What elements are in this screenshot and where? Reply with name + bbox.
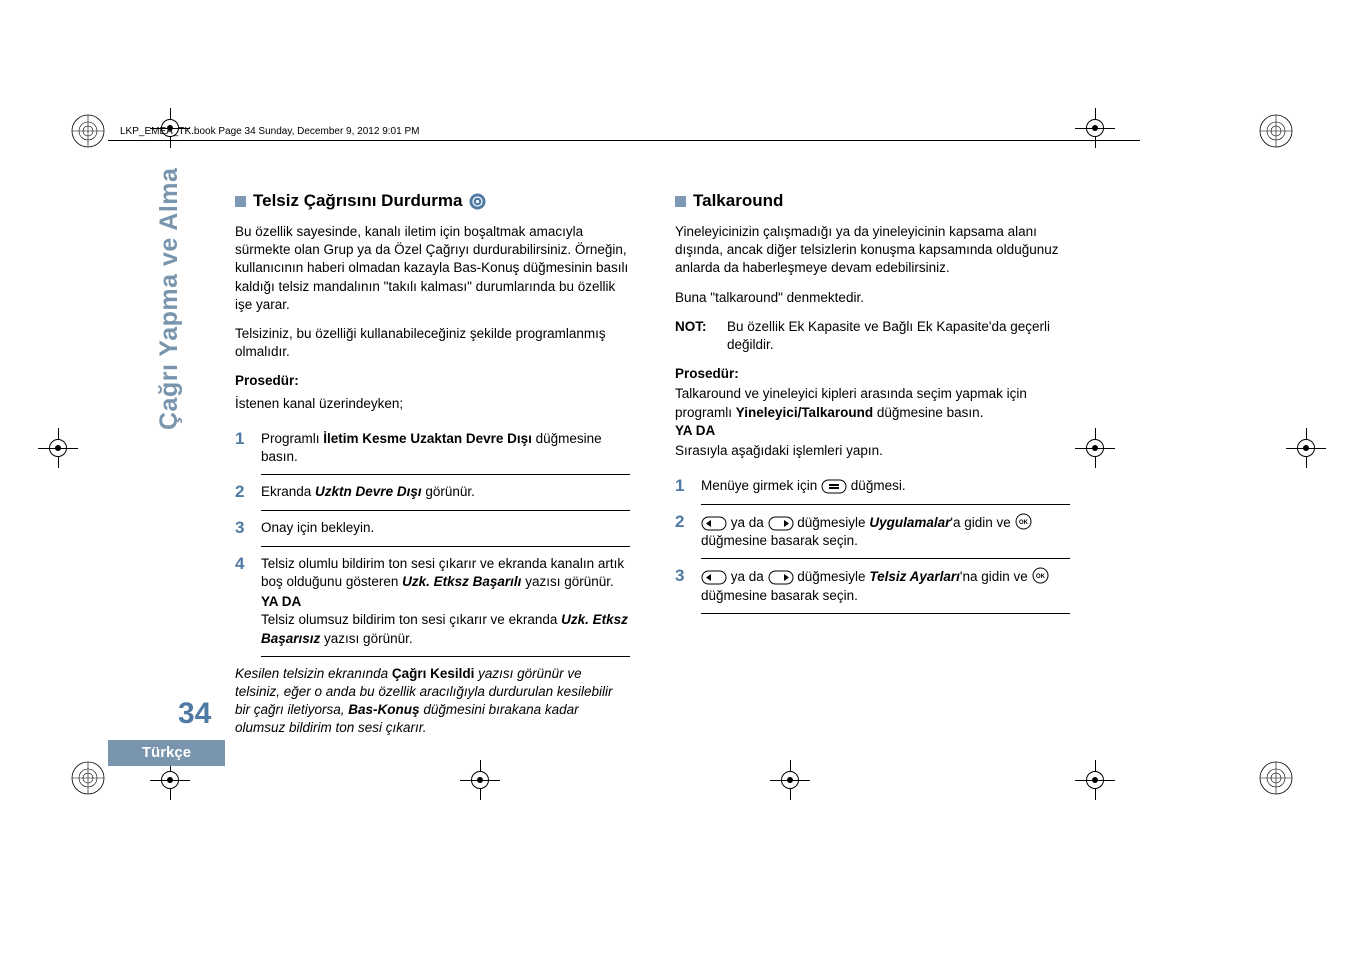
right-steps: 1 Menüye girmek için düğmesi. 2 ya da dü… [675, 471, 1070, 614]
crop-mark-tr [1258, 113, 1294, 149]
crosshair-b1 [150, 760, 190, 800]
step-rule [701, 504, 1070, 505]
crosshair-b3 [770, 760, 810, 800]
r-step-3: 3 ya da düğmesiyle Telsiz Ayarları'na gi… [675, 561, 1070, 610]
step-3-body: Onay için bekleyin. [261, 519, 630, 538]
crop-mark-tl [70, 113, 106, 149]
crosshair-b4 [1075, 760, 1115, 800]
right-p2: Buna "talkaround" denmektedir. [675, 289, 1070, 307]
step-num-1: 1 [235, 430, 249, 466]
r-step-2-body: ya da düğmesiyle Uygulamalar'a gidin ve … [701, 513, 1070, 550]
step-1: 1 Programlı İletim Kesme Uzaktan Devre D… [235, 424, 630, 472]
step-2-body: Ekranda Uzktn Devre Dışı görünür. [261, 483, 630, 502]
step-num-3: 3 [675, 567, 689, 604]
left-p1: Bu özellik sayesinde, kanalı iletim için… [235, 223, 630, 314]
note-row: NOT: Bu özellik Ek Kapasite ve Bağlı Ek … [675, 318, 1070, 354]
header-rule [108, 140, 1140, 141]
right-p4: Sırasıyla aşağıdaki işlemleri yapın. [675, 442, 1070, 460]
step-2: 2 Ekranda Uzktn Devre Dışı görünür. [235, 477, 630, 508]
step-rule [261, 474, 630, 475]
step-rule [261, 510, 630, 511]
svg-text:OK: OK [1019, 520, 1029, 526]
crosshair-r [1286, 428, 1326, 468]
step-rule [261, 546, 630, 547]
r-step-1-body: Menüye girmek için düğmesi. [701, 477, 1070, 496]
ok-button-icon: OK [1015, 513, 1032, 530]
crosshair-b2 [460, 760, 500, 800]
ok-button-icon: OK [1032, 567, 1049, 584]
crop-mark-br [1258, 760, 1294, 796]
side-tab: Çağrı Yapma ve Alma [155, 168, 184, 430]
right-column: Talkaround Yineleyicinizin çalışmadığı y… [675, 190, 1070, 749]
step-3: 3 Onay için bekleyin. [235, 513, 630, 544]
step-num-2: 2 [675, 513, 689, 550]
step-rule [261, 656, 630, 657]
left-steps: 1 Programlı İletim Kesme Uzaktan Devre D… [235, 424, 630, 657]
left-p3: İstenen kanal üzerindeyken; [235, 395, 630, 413]
page-number: 34 [178, 697, 211, 731]
note-text: Bu özellik Ek Kapasite ve Bağlı Ek Kapas… [727, 318, 1070, 354]
right-p1: Yineleyicinizin çalışmadığı ya da yinele… [675, 223, 1070, 278]
step-4-body: Telsiz olumlu bildirim ton sesi çıkarır … [261, 555, 630, 648]
language-tab: Türkçe [108, 740, 225, 766]
step-1-body: Programlı İletim Kesme Uzaktan Devre Dış… [261, 430, 630, 466]
crosshair-t2 [1075, 108, 1115, 148]
left-arrow-icon [701, 570, 727, 585]
right-or: YA DA [675, 422, 1070, 440]
r-step-2: 2 ya da düğmesiyle Uygulamalar'a gidin v… [675, 507, 1070, 556]
step-num-1: 1 [675, 477, 689, 496]
step-rule [701, 613, 1070, 614]
right-proc: Prosedür: [675, 365, 1070, 383]
left-p2: Telsiziniz, bu özelliği kullanabileceğin… [235, 325, 630, 361]
title-bullet-icon [235, 196, 246, 207]
header-text: LKP_EMEA_TK.book Page 34 Sunday, Decembe… [120, 126, 419, 137]
right-arrow-icon [768, 570, 794, 585]
note-label: NOT: [675, 318, 713, 354]
left-arrow-icon [701, 516, 727, 531]
crop-mark-bl [70, 760, 106, 796]
r-step-3-body: ya da düğmesiyle Telsiz Ayarları'na gidi… [701, 567, 1070, 604]
left-title: Telsiz Çağrısını Durdurma [235, 190, 630, 213]
step-num-4: 4 [235, 555, 249, 648]
side-tab-text: Çağrı Yapma ve Alma [155, 168, 184, 430]
left-column: Telsiz Çağrısını Durdurma Bu özellik say… [235, 190, 630, 749]
step-num-2: 2 [235, 483, 249, 502]
right-p3: Talkaround ve yineleyici kipleri arasınd… [675, 385, 1070, 421]
feature-icon [469, 193, 486, 210]
right-title: Talkaround [675, 190, 1070, 213]
step-num-3: 3 [235, 519, 249, 538]
r-step-1: 1 Menüye girmek için düğmesi. [675, 471, 1070, 502]
step-4: 4 Telsiz olumlu bildirim ton sesi çıkarı… [235, 549, 630, 654]
right-title-text: Talkaround [693, 190, 783, 213]
left-note: Kesilen telsizin ekranında Çağrı Kesildi… [235, 665, 630, 738]
right-arrow-icon [768, 516, 794, 531]
left-proc: Prosedür: [235, 372, 630, 390]
menu-button-icon [821, 479, 847, 494]
left-title-text: Telsiz Çağrısını Durdurma [253, 190, 462, 213]
step-rule [701, 558, 1070, 559]
svg-text:OK: OK [1036, 574, 1046, 580]
crosshair-l [38, 428, 78, 468]
title-bullet-icon [675, 196, 686, 207]
